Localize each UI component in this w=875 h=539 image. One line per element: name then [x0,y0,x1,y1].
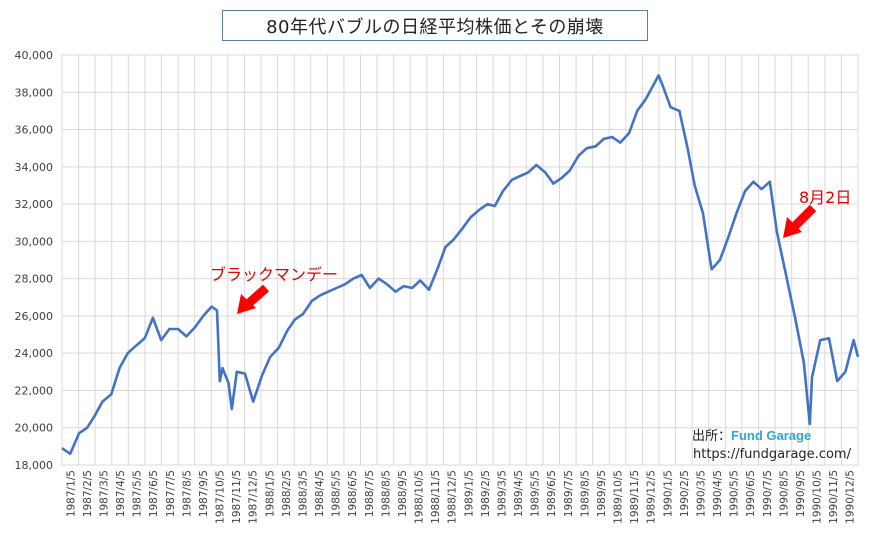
x-tick-label: 1989/1/5 [463,470,475,517]
x-tick-label: 1990/6/5 [745,470,757,517]
x-axis: 1987/1/5 1987/2/5 1987/3/5 1987/4/5 1987/5/5… [65,470,856,524]
source-line: 出所：Fund Garage [692,425,811,444]
y-tick-label: 40,000 [15,49,54,62]
x-tick-label: 1990/3/5 [695,470,707,517]
x-tick-label: 1988/6/5 [347,470,359,517]
x-tick-label: 1988/2/5 [281,470,293,517]
x-tick-label: 1990/9/5 [795,470,807,517]
x-tick-label: 1988/5/5 [331,470,343,517]
x-tick-label: 1987/6/5 [148,470,160,517]
x-tick-label: 1990/10/5 [812,470,824,524]
gridlines [61,54,859,466]
y-tick-label: 32,000 [15,198,54,211]
x-tick-label: 1990/11/5 [828,470,840,524]
y-tick-label: 28,000 [15,273,54,286]
y-tick-label: 22,000 [15,384,54,397]
x-tick-label: 1988/4/5 [314,470,326,517]
y-tick-label: 26,000 [15,310,54,323]
x-tick-label: 1989/12/5 [646,470,658,524]
y-tick-label: 34,000 [15,161,54,174]
x-tick-label: 1990/7/5 [762,470,774,517]
x-tick-label: 1989/2/5 [480,470,492,517]
y-tick-label: 36,000 [15,124,54,137]
x-tick-label: 1987/8/5 [181,470,193,517]
x-tick-label: 1990/4/5 [712,470,724,517]
chart-title: 80年代バブルの日経平均株価とその崩壊 [222,10,648,41]
x-tick-label: 1989/5/5 [530,470,542,517]
x-tick-label: 1990/5/5 [729,470,741,517]
source-label: 出所： [692,429,732,444]
y-tick-label: 30,000 [15,235,54,248]
x-tick-label: 1989/7/5 [563,470,575,517]
x-tick-label: 1988/3/5 [297,470,309,517]
x-tick-label: 1988/11/5 [430,470,442,524]
x-tick-label: 1987/1/5 [65,470,77,517]
x-tick-label: 1988/10/5 [414,470,426,524]
y-tick-label: 18,000 [15,459,54,472]
x-tick-label: 1987/2/5 [82,470,94,517]
y-axis: 18,000 20,000 22,000 24,000 26,000 28,000 30,0… [15,49,54,472]
x-tick-label: 1987/10/5 [215,470,227,524]
nikkei-line [61,74,860,456]
annotation-arrow-aug-2 [783,204,817,238]
x-tick-label: 1988/12/5 [447,470,459,524]
annotation-black-monday: ブラックマンデー [210,265,339,284]
x-tick-label: 1990/12/5 [845,470,857,524]
x-tick-label: 1989/3/5 [496,470,508,517]
x-tick-label: 1987/11/5 [231,470,243,524]
x-tick-label: 1988/9/5 [397,470,409,517]
x-tick-label: 1987/12/5 [248,470,260,524]
annotation-arrow-black-monday [237,284,269,314]
x-tick-label: 1989/9/5 [596,470,608,517]
x-tick-label: 1989/4/5 [513,470,525,517]
y-tick-label: 20,000 [15,422,54,435]
source-brand: Fund Garage [731,428,812,443]
x-tick-label: 1989/6/5 [546,470,558,517]
annotation-aug-2: 8月2日 [799,188,852,207]
x-tick-label: 1988/7/5 [364,470,376,517]
x-tick-label: 1989/8/5 [579,470,591,517]
x-tick-label: 1988/8/5 [380,470,392,517]
y-tick-label: 38,000 [15,86,54,99]
x-tick-label: 1990/8/5 [778,470,790,517]
x-tick-label: 1987/3/5 [98,470,110,517]
x-tick-label: 1987/7/5 [165,470,177,517]
source-url: https://fundgarage.com/ [693,447,851,462]
x-tick-label: 1989/10/5 [613,470,625,524]
x-tick-label: 1989/11/5 [629,470,641,524]
x-tick-label: 1990/1/5 [662,470,674,517]
y-tick-label: 24,000 [15,347,54,360]
x-tick-label: 1987/4/5 [115,470,127,517]
x-tick-label: 1990/2/5 [679,470,691,517]
x-tick-label: 1988/1/5 [264,470,276,517]
x-tick-label: 1987/5/5 [132,470,144,517]
x-tick-label: 1987/9/5 [198,470,210,517]
